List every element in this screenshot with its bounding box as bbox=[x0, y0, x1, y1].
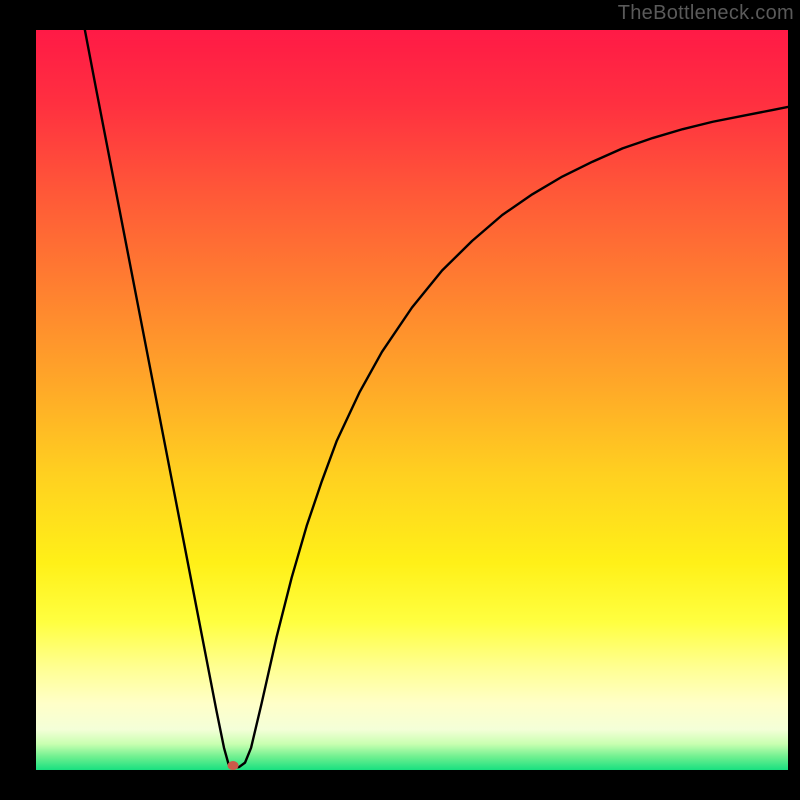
plot-svg bbox=[36, 30, 788, 770]
gradient-background bbox=[36, 30, 788, 770]
chart-frame: TheBottleneck.com bbox=[0, 0, 800, 800]
plot-area bbox=[36, 30, 788, 770]
valley-marker bbox=[228, 761, 239, 770]
watermark-text: TheBottleneck.com bbox=[618, 2, 794, 25]
